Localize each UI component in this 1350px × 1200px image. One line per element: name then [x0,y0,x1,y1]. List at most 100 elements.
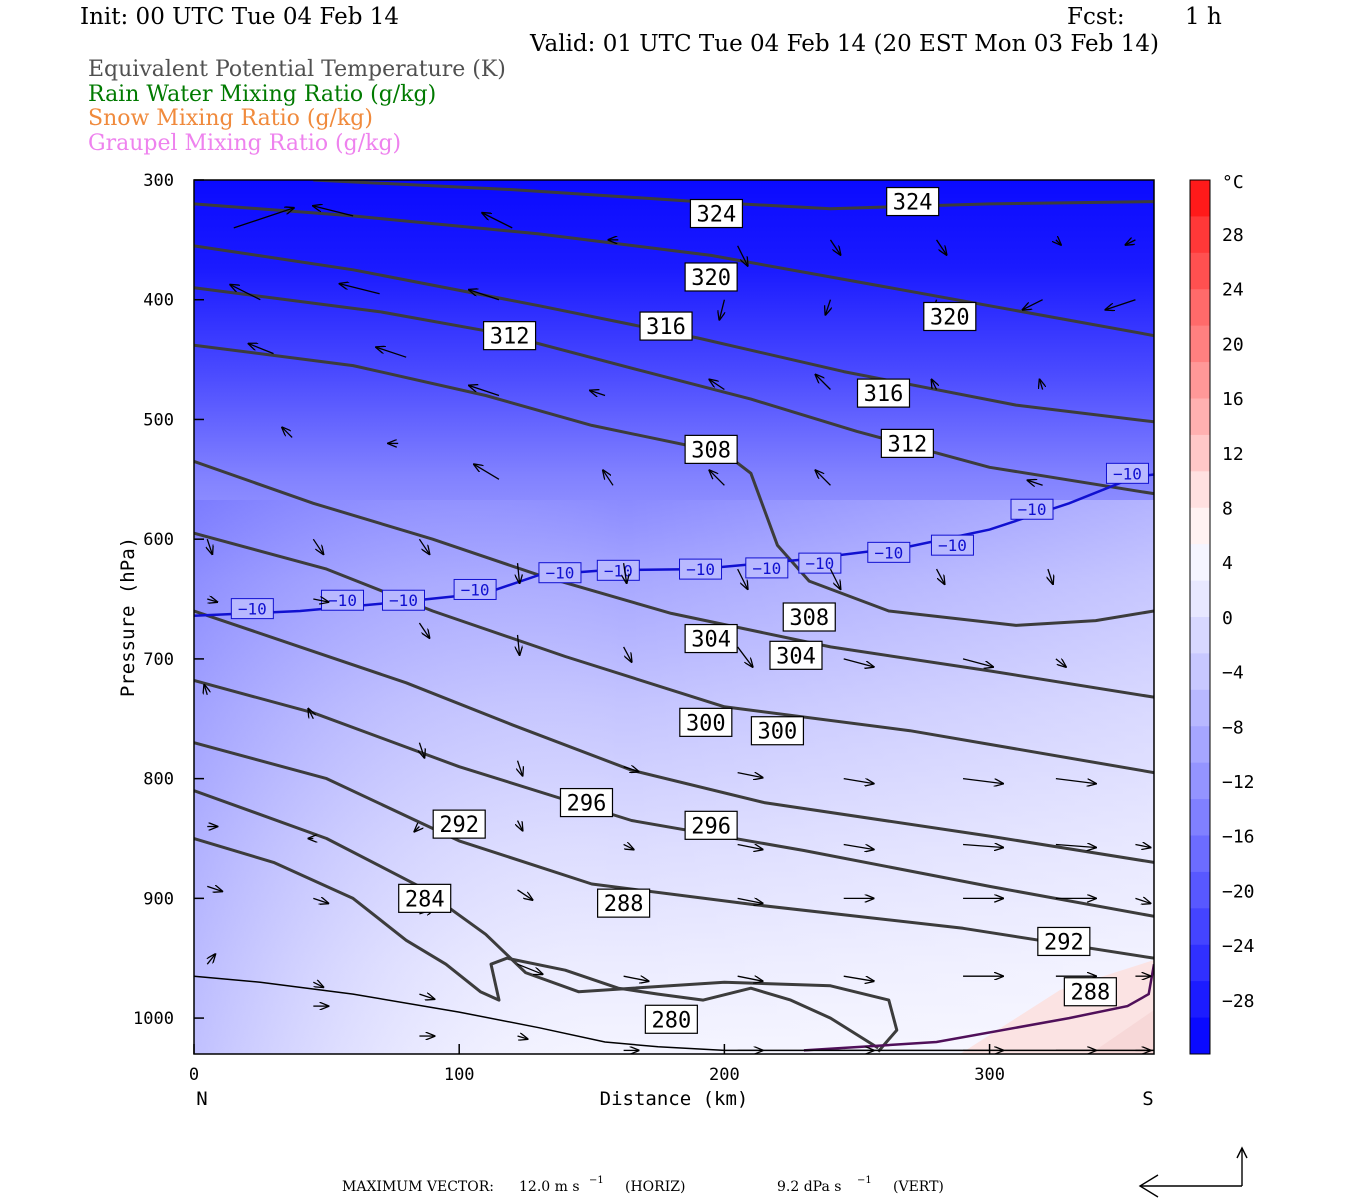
svg-text:300: 300 [686,711,726,736]
colorbar-segment [1190,835,1210,873]
wind-vector [419,742,424,758]
wind-vector [1023,299,1043,310]
svg-text:324: 324 [697,203,737,228]
svg-text:292: 292 [1044,930,1084,955]
wind-vector [737,898,763,903]
svg-text:−10: −10 [1018,500,1047,519]
wind-vector [829,568,840,589]
legend-theta-e: Equivalent Potential Temperature (K) [88,57,506,82]
colorbar-label: −4 [1222,663,1244,684]
footer: MAXIMUM VECTOR: 12.0 m s −1 (HORIZ) 9.2 … [342,1146,1248,1198]
max-vector-horiz-exp: −1 [589,1175,604,1186]
max-vector-label: MAXIMUM VECTOR: [342,1179,494,1195]
wind-vector [815,470,831,486]
wind-vector [204,685,207,696]
svg-text:312: 312 [887,432,927,457]
isotherm-label: −10 [798,552,842,574]
svg-text:324: 324 [893,191,933,216]
wind-vector [719,299,724,320]
valid-time: Valid: 01 UTC Tue 04 Feb 14 (20 EST Mon … [530,31,1159,57]
theta-e-contour-320 [194,202,1154,338]
wind-vector [1135,898,1150,903]
isotherm-label: −10 [538,562,582,584]
theta-e-label: 304 [769,640,823,670]
theta-e-label: 324 [886,186,940,217]
theta-e-label: 288 [1063,977,1117,1007]
svg-text:304: 304 [691,628,731,653]
legend-snow: Snow Mixing Ratio (g/kg) [88,106,373,131]
wind-vector [313,599,328,602]
colorbar-frame [1189,179,1211,1055]
wind-vector [518,760,523,776]
theta-e-label: 308 [782,602,836,632]
wind-vector [962,658,993,667]
isotherm-label: −10 [382,589,426,611]
wind-vector [469,290,500,301]
wind-vector [518,563,520,583]
wind-vector [1055,659,1066,667]
wind-vector [518,820,523,831]
wind-vector [207,599,217,602]
wind-vector [482,213,513,229]
wind-vector [517,889,533,900]
x-tick-label: 100 [444,1065,475,1085]
max-vector-vert-exp: −1 [857,1175,872,1186]
wind-vector [825,299,830,315]
theta-e-contour-288 [194,741,1154,960]
wind-vector [623,646,632,662]
svg-text:308: 308 [789,606,829,631]
reference-vector-icon [1138,1146,1248,1198]
wind-vector [932,380,937,390]
svg-text:−10: −10 [604,561,633,580]
colorbar-label: 0 [1222,608,1233,629]
theta-e-contour-324 [313,180,1154,211]
svg-text:−10: −10 [752,559,781,578]
wind-vector [474,464,500,480]
y-tick-label: 400 [143,291,174,311]
theta-e-label: 320 [684,262,738,292]
temperature-shading-overlay [194,500,1154,1054]
theta-e-contour-284 [194,789,899,1053]
max-vector-horiz-value: 12.0 m s [519,1179,580,1195]
max-vector-horiz-unit: (HORIZ) [625,1179,685,1195]
wind-vector [308,709,313,720]
wind-vector [590,391,606,396]
y-tick-label: 1000 [133,1009,174,1029]
x-axis-left-end: N [196,1088,207,1110]
isotherm-label: −10 [867,541,911,563]
theta-e-label: 292 [1037,926,1091,957]
svg-text:−10: −10 [461,580,490,599]
svg-text:288: 288 [604,892,644,917]
wind-vector [623,976,649,981]
theta-e-contour-296 [194,609,1154,864]
colorbar-segment [1190,362,1210,399]
colorbar-segment [1190,1017,1210,1055]
wind-vector [843,777,874,784]
wind-vector [1040,380,1043,390]
forecast-hour-label: Fcst: [1067,4,1125,30]
colorbar-segment [1190,325,1210,363]
wind-vector [313,206,354,217]
theta-e-contour-312 [194,286,1154,496]
wind-vector [603,470,614,486]
theta-e-label: 316 [856,378,911,408]
wind-vector [843,975,874,981]
forecast-hour-value: 1 h [1185,4,1222,30]
wind-vector [469,386,500,397]
wind-vector [1056,240,1061,245]
y-tick-label: 500 [143,410,174,430]
colorbar-segment [1190,434,1210,472]
colorbar-label: −16 [1222,827,1255,848]
wind-vector [1028,480,1043,485]
wind-vector [313,898,328,903]
wind-vector [1055,844,1096,847]
svg-text:320: 320 [930,305,970,330]
svg-text:−10: −10 [546,564,575,583]
theta-e-label: 312 [880,428,934,458]
theta-e-label: 312 [482,321,537,351]
isotherm-label: −10 [453,578,497,600]
colorbar-label: −24 [1222,936,1255,957]
theta-e-contour-316 [194,244,1154,424]
svg-text:284: 284 [405,887,445,912]
max-vector-vert-value: 9.2 dPa s [777,1179,841,1195]
